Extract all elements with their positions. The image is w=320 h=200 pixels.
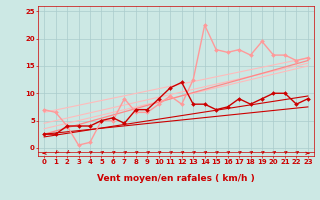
X-axis label: Vent moyen/en rafales ( km/h ): Vent moyen/en rafales ( km/h ) bbox=[97, 174, 255, 183]
